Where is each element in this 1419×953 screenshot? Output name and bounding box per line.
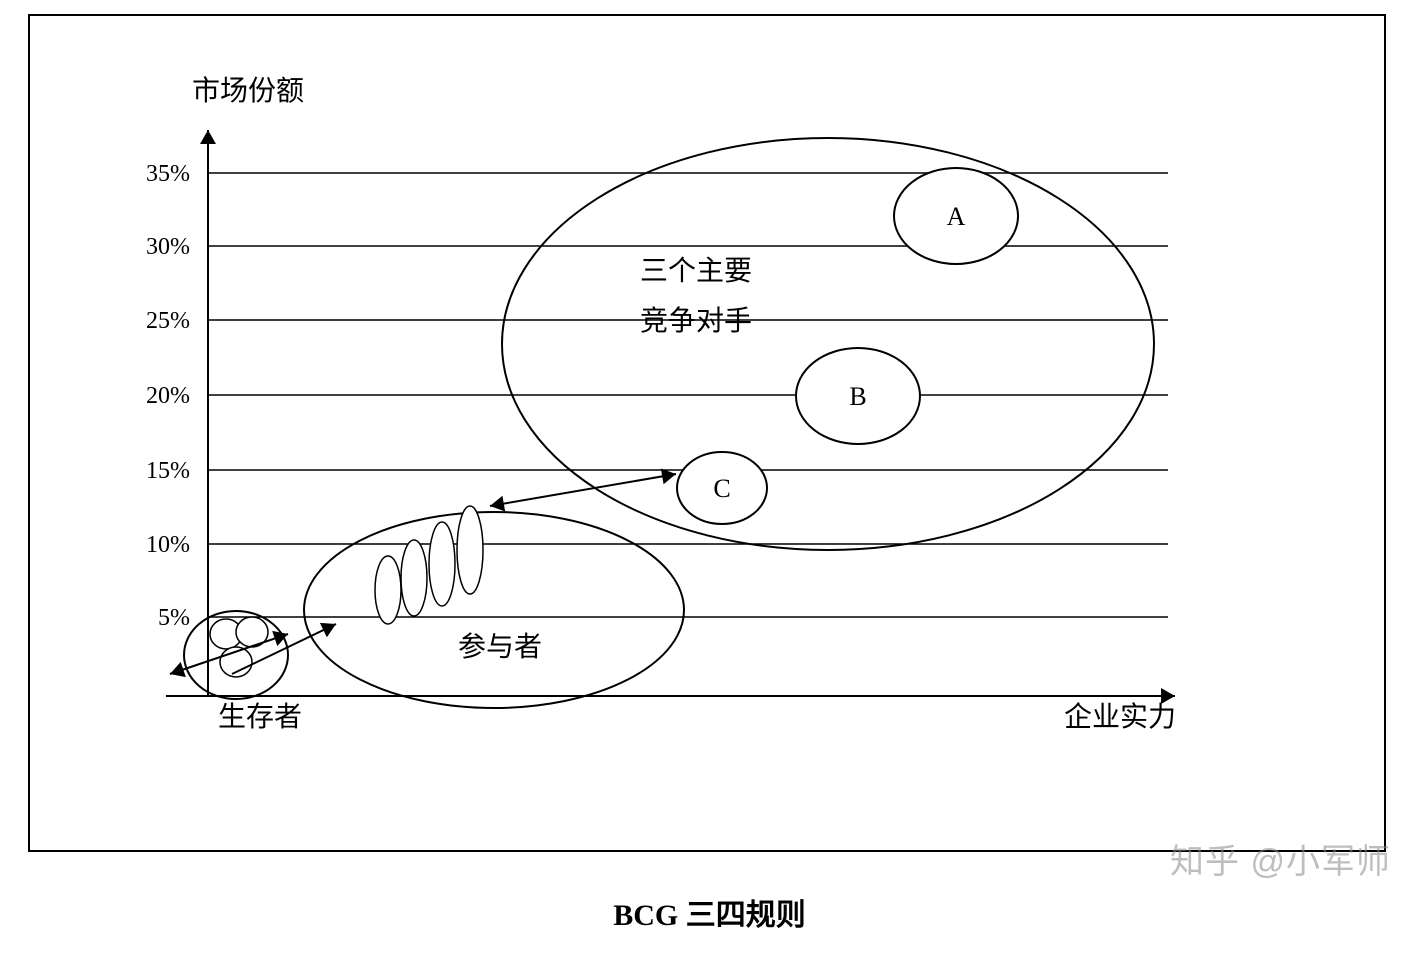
y-tick-label: 20% <box>146 383 190 409</box>
y-tick-label: 10% <box>146 532 190 558</box>
bubble-label-C: C <box>713 474 730 503</box>
group-label-participants: 参与者 <box>458 631 542 663</box>
y-tick-label: 5% <box>158 605 190 631</box>
x-axis-label: 企业实力 <box>1064 701 1176 733</box>
bubble-participants-2 <box>429 522 455 606</box>
bubble-label-A: A <box>947 202 966 231</box>
group-label-top3-2: 竞争对手 <box>640 305 752 337</box>
figure-caption: BCG 三四规则 <box>0 890 1419 934</box>
y-axis-label: 市场份额 <box>192 75 304 107</box>
y-tick-label: 15% <box>146 458 190 484</box>
bubble-label-B: B <box>849 382 866 411</box>
bubble-participants-1 <box>401 540 427 616</box>
group-label-top3-1: 三个主要 <box>640 255 752 287</box>
diagram-svg: 5% 10% 15% 20% 25% 30% 35% 市场份额企业实力 生存者 参与者 A B C 三个主… <box>0 0 1419 953</box>
bubble-participants-0 <box>375 556 401 624</box>
group-envelope-participants <box>304 512 684 708</box>
y-tick-label: 25% <box>146 308 190 334</box>
bubble-participants-3 <box>457 506 483 594</box>
group-envelope-top3 <box>502 138 1154 550</box>
y-tick-label: 35% <box>146 161 190 187</box>
group-label-survivors: 生存者 <box>218 701 302 733</box>
y-tick-label: 30% <box>146 234 190 260</box>
watermark-text: 知乎 @小军师 <box>1170 834 1391 883</box>
